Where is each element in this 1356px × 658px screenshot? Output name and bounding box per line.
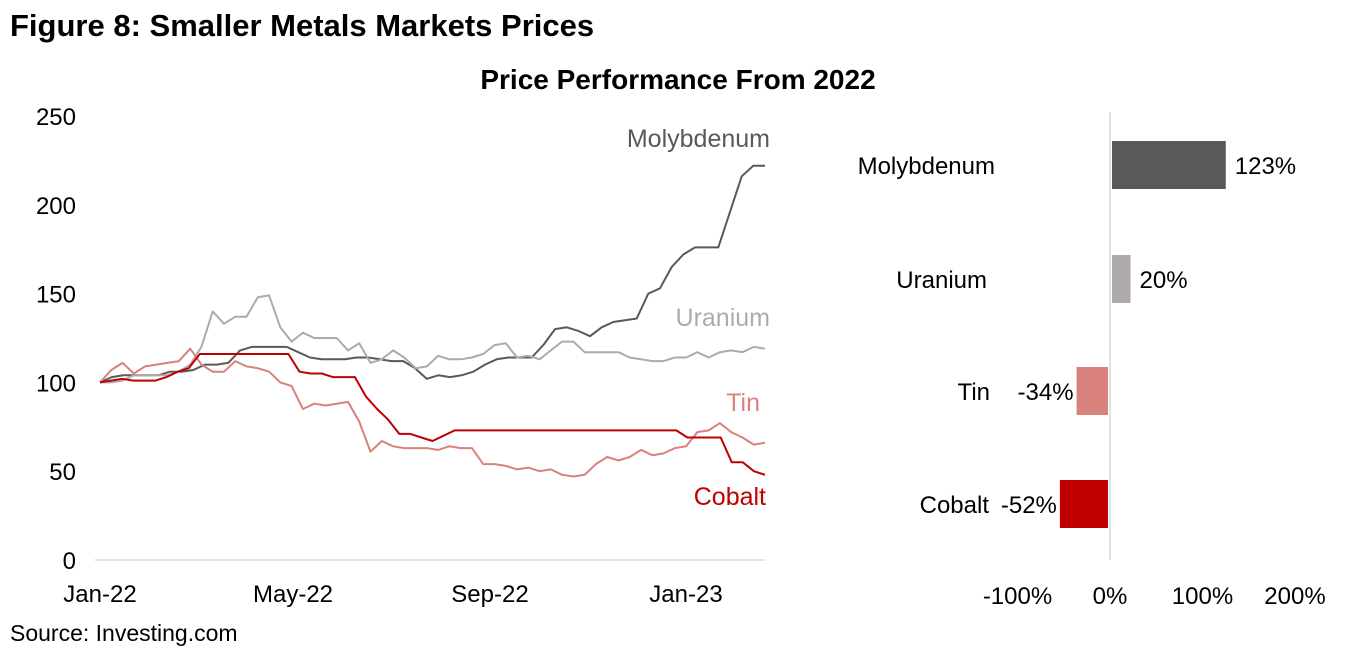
bar-cobalt	[1059, 480, 1108, 528]
figure-title: Figure 8: Smaller Metals Markets Prices	[10, 8, 595, 43]
bar-data-label: -52%	[1001, 492, 1057, 519]
bar-category-label: Tin	[958, 379, 990, 406]
bar-molybdenum	[1112, 141, 1226, 189]
x-tick-label: May-22	[253, 581, 333, 608]
series-line-uranium	[100, 294, 766, 384]
bar-x-tick-label: -100%	[983, 583, 1052, 610]
bar-data-label: 123%	[1235, 153, 1296, 180]
bar-x-tick-label: 0%	[1093, 583, 1128, 610]
chart-title: Price Performance From 2022	[480, 64, 876, 95]
source-note: Source: Investing.com	[10, 620, 238, 646]
bar-category-label: Cobalt	[920, 492, 990, 519]
x-tick-label: Jan-23	[649, 581, 722, 608]
series-label-molybdenum: Molybdenum	[627, 125, 770, 153]
series-label-uranium: Uranium	[676, 304, 770, 332]
series-line-molybdenum	[99, 164, 765, 384]
y-tick-label: 200	[36, 193, 76, 220]
y-tick-label: 250	[36, 104, 76, 131]
series-line-tin	[99, 347, 766, 478]
bar-data-label: -34%	[1018, 379, 1074, 406]
x-tick-label: Jan-22	[63, 581, 136, 608]
y-tick-label: 150	[36, 282, 76, 309]
x-tick-label: Sep-22	[451, 581, 528, 608]
bar-uranium	[1112, 255, 1131, 303]
bar-x-tick-label: 200%	[1264, 583, 1325, 610]
series-label-tin: Tin	[726, 389, 760, 417]
bar-category-label: Uranium	[896, 267, 987, 294]
bar-x-tick-label: 100%	[1172, 583, 1233, 610]
y-tick-label: 100	[36, 370, 76, 397]
series-line-cobalt	[99, 353, 766, 476]
bar-data-label: 20%	[1140, 267, 1188, 294]
y-tick-label: 50	[49, 459, 76, 486]
series-label-cobalt: Cobalt	[694, 483, 766, 511]
bar-category-label: Molybdenum	[858, 153, 995, 180]
bar-tin	[1076, 367, 1108, 415]
y-tick-label: 0	[63, 548, 76, 575]
